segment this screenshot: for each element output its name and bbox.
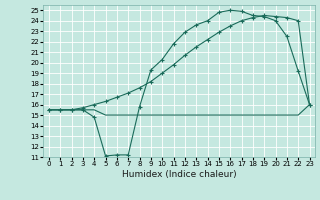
X-axis label: Humidex (Indice chaleur): Humidex (Indice chaleur) [122, 170, 236, 179]
